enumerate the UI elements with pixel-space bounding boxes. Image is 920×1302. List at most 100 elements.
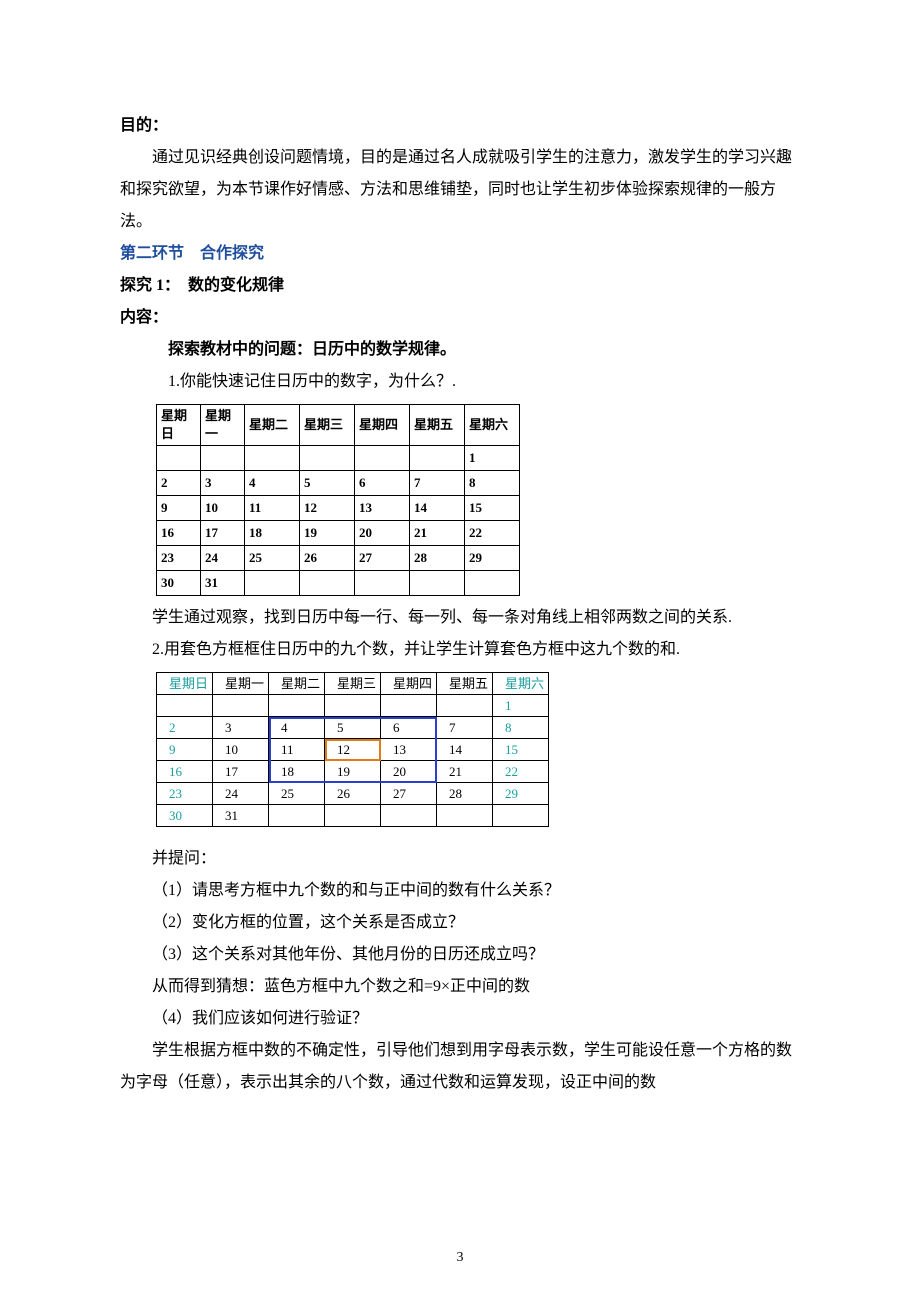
- table-header-cell: 星期日: [157, 405, 201, 446]
- table-row: 9101112131415: [157, 739, 549, 761]
- table-header-cell: 星期一: [201, 405, 245, 446]
- table-cell: 30: [157, 571, 201, 596]
- table-cell: [269, 805, 325, 827]
- table-header-row: 星期日星期一星期二星期三星期四星期五星期六: [157, 405, 520, 446]
- table-cell: 23: [157, 546, 201, 571]
- table-cell: 24: [201, 546, 245, 571]
- table-cell: 16: [157, 521, 201, 546]
- table-cell: 21: [437, 761, 493, 783]
- table-cell: 14: [437, 739, 493, 761]
- table-cell: [201, 446, 245, 471]
- table-cell: 2: [157, 717, 213, 739]
- page-number: 3: [0, 1244, 920, 1272]
- table-cell: 5: [325, 717, 381, 739]
- table-cell: 25: [245, 546, 300, 571]
- table-cell: [213, 695, 269, 717]
- table-cell: 24: [213, 783, 269, 805]
- table-header-cell: 星期五: [437, 673, 493, 695]
- table-cell: 29: [493, 783, 549, 805]
- table-row: 16171819202122: [157, 521, 520, 546]
- table-cell: 17: [201, 521, 245, 546]
- table-cell: 19: [325, 761, 381, 783]
- calendar-table-1: 星期日星期一星期二星期三星期四星期五星期六 123456789101112131…: [156, 404, 520, 596]
- conjecture: 从而得到猜想：蓝色方框中九个数之和=9×正中间的数: [120, 971, 800, 1003]
- table-cell: 19: [300, 521, 355, 546]
- table-cell: 16: [157, 761, 213, 783]
- table-cell: 23: [157, 783, 213, 805]
- table-cell: 13: [355, 496, 410, 521]
- table-cell: 20: [355, 521, 410, 546]
- table-cell: 22: [465, 521, 520, 546]
- table-header-cell: 星期四: [381, 673, 437, 695]
- table-cell: [355, 571, 410, 596]
- table-cell: 5: [300, 471, 355, 496]
- table-cell: 8: [465, 471, 520, 496]
- table-cell: [465, 571, 520, 596]
- table-cell: 26: [325, 783, 381, 805]
- table-cell: 9: [157, 739, 213, 761]
- table-cell: 29: [465, 546, 520, 571]
- table-cell: 18: [245, 521, 300, 546]
- table-row: 1: [157, 446, 520, 471]
- table-cell: 26: [300, 546, 355, 571]
- table-cell: [245, 446, 300, 471]
- table-cell: [325, 805, 381, 827]
- calendar2-wrap: 星期日星期一星期二星期三星期四星期五星期六 123456789101112131…: [156, 672, 549, 827]
- verification-paragraph: 学生根据方框中数的不确定性，引导他们想到用字母表示数，学生可能设任意一个方格的数…: [120, 1035, 800, 1099]
- table-cell: 6: [381, 717, 437, 739]
- table-cell: [245, 571, 300, 596]
- question1: 1.你能快速记住日历中的数字，为什么？.: [120, 366, 800, 398]
- table-row: 3031: [157, 571, 520, 596]
- table-row: 23242526272829: [157, 783, 549, 805]
- table-header-cell: 星期一: [213, 673, 269, 695]
- table-cell: [381, 805, 437, 827]
- table-header-cell: 星期三: [325, 673, 381, 695]
- explore1-title: 探究 1： 数的变化规律: [120, 270, 800, 302]
- table-cell: 13: [381, 739, 437, 761]
- table-cell: 30: [157, 805, 213, 827]
- table-cell: 7: [437, 717, 493, 739]
- table-cell: 22: [493, 761, 549, 783]
- table-header-cell: 星期日: [157, 673, 213, 695]
- table-header-cell: 星期六: [465, 405, 520, 446]
- table-row: 2345678: [157, 471, 520, 496]
- table-cell: [269, 695, 325, 717]
- table-cell: 7: [410, 471, 465, 496]
- table-header-cell: 星期二: [269, 673, 325, 695]
- table-header-row: 星期日星期一星期二星期三星期四星期五星期六: [157, 673, 549, 695]
- question2: 2.用套色方框框住日历中的九个数，并让学生计算套色方框中这九个数的和.: [120, 634, 800, 666]
- table-header-cell: 星期五: [410, 405, 465, 446]
- table-cell: 8: [493, 717, 549, 739]
- table-cell: 12: [300, 496, 355, 521]
- table-cell: 15: [493, 739, 549, 761]
- table-row: 1: [157, 695, 549, 717]
- table-cell: 18: [269, 761, 325, 783]
- question0: 探索教材中的问题：日历中的数学规律。: [120, 334, 800, 366]
- table-cell: 17: [213, 761, 269, 783]
- table-cell: 3: [201, 471, 245, 496]
- table-row: 3031: [157, 805, 549, 827]
- table-cell: [437, 805, 493, 827]
- table-cell: [493, 805, 549, 827]
- ask1: （1）请思考方框中九个数的和与正中间的数有什么关系？: [120, 875, 800, 907]
- table-cell: 6: [355, 471, 410, 496]
- table-cell: 1: [493, 695, 549, 717]
- table-row: 2345678: [157, 717, 549, 739]
- table-header-cell: 星期三: [300, 405, 355, 446]
- table-cell: [300, 571, 355, 596]
- table-cell: 4: [269, 717, 325, 739]
- table-cell: [355, 446, 410, 471]
- ask3: （3）这个关系对其他年份、其他月份的日历还成立吗？: [120, 939, 800, 971]
- table-cell: 15: [465, 496, 520, 521]
- paragraph-purpose: 通过见识经典创设问题情境，目的是通过名人成就吸引学生的注意力，激发学生的学习兴趣…: [120, 142, 800, 238]
- table-row: 9101112131415: [157, 496, 520, 521]
- table-row: 23242526272829: [157, 546, 520, 571]
- table-cell: 10: [213, 739, 269, 761]
- table-cell: [410, 571, 465, 596]
- table-cell: 11: [269, 739, 325, 761]
- table-cell: [437, 695, 493, 717]
- table-cell: [300, 446, 355, 471]
- table-row: 16171819202122: [157, 761, 549, 783]
- table-cell: 28: [410, 546, 465, 571]
- table-cell: 2: [157, 471, 201, 496]
